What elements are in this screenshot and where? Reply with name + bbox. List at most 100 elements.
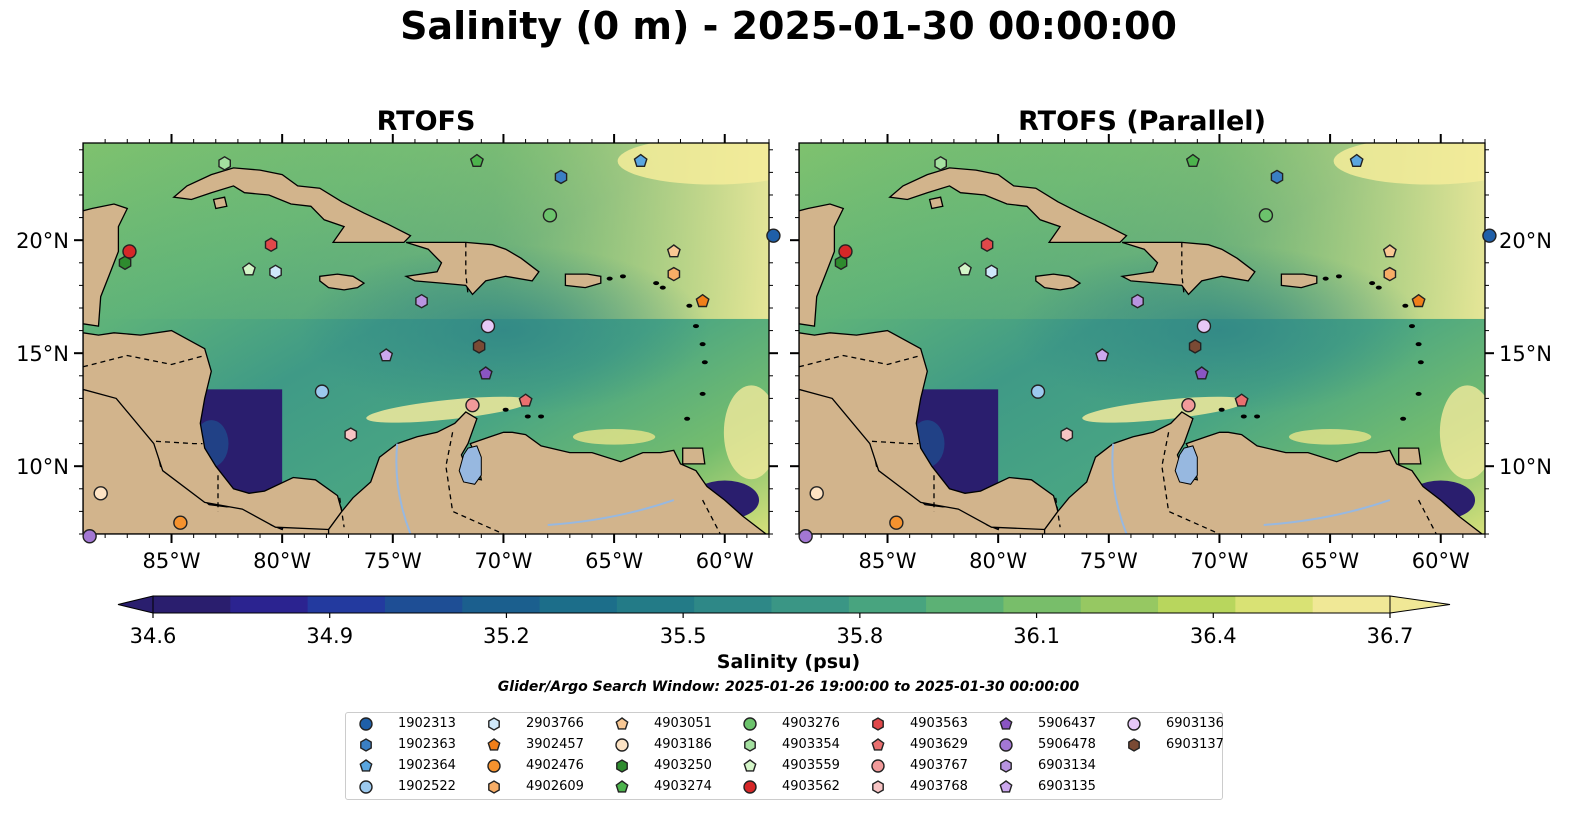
legend-label: 1902363 <box>398 737 456 752</box>
legend-label: 6903137 <box>1166 737 1224 752</box>
float-marker-4903559 <box>957 262 972 276</box>
colorbar-segment <box>1003 596 1082 613</box>
map-panel-rtofs-parallel: 85°W 80°W 75°W 70°W 65°W 60°W 20°N 15°N 10°N <box>790 134 1552 573</box>
legend-label: 6903136 <box>1166 716 1224 731</box>
land-trinidad <box>682 447 706 465</box>
colorbar-tick-label: 34.9 <box>306 624 353 648</box>
lon-tick-label: 75°W <box>364 549 422 573</box>
lat-tick-label: 15°N <box>16 342 69 366</box>
float-marker-3902457 <box>1411 293 1426 308</box>
float-marker-1902313 <box>766 228 781 243</box>
legend-label: 4903562 <box>782 779 840 794</box>
float-marker-4902609 <box>667 266 681 282</box>
float-marker-6903136 <box>1196 318 1212 334</box>
float-marker-4903276 <box>1258 208 1274 223</box>
float-marker-1902363 <box>1270 169 1284 185</box>
lon-tick-label: 65°W <box>1301 549 1359 573</box>
colorbar-segment <box>1158 596 1236 613</box>
float-marker-4903629 <box>518 393 533 407</box>
land-jamaica <box>319 273 366 291</box>
float-marker-4903274 <box>1185 153 1200 168</box>
figure-title: Salinity (0 m) - 2025-01-30 00:00:00 <box>400 4 1177 48</box>
map-frame <box>798 142 1486 535</box>
colorbar-segment <box>848 596 927 613</box>
colorbar-segment <box>771 596 850 613</box>
float-marker-6903134 <box>415 293 428 309</box>
legend-marker-3902457 <box>487 738 501 751</box>
float-marker-1902313 <box>1482 228 1497 243</box>
float-marker-4903767 <box>1181 397 1196 413</box>
float-marker-4903276 <box>542 208 558 223</box>
float-marker-4903768 <box>1060 427 1074 442</box>
float-marker-4903186 <box>809 486 824 501</box>
float-marker-2903766 <box>269 264 282 280</box>
float-marker-6903134 <box>1131 293 1144 309</box>
lon-tick-label: 80°W <box>969 549 1027 573</box>
land-puertoRico <box>564 273 602 289</box>
legend-marker-4903767 <box>871 759 885 773</box>
float-marker-4903354 <box>218 155 232 171</box>
float-marker-4902609 <box>1383 266 1397 282</box>
land-centralAmericaN <box>83 329 343 531</box>
float-marker-4903250 <box>118 255 132 271</box>
axis-ticks <box>790 134 1494 543</box>
legend-label: 4903768 <box>910 779 968 794</box>
legend-label: 4903563 <box>910 716 968 731</box>
lat-tick-label: 20°N <box>16 229 69 253</box>
float-marker-1902522 <box>1030 384 1046 399</box>
legend-marker-4903563 <box>872 717 884 731</box>
float-marker-4903563 <box>264 237 278 253</box>
legend-label: 1902522 <box>398 779 456 794</box>
search-window-text: Glider/Argo Search Window: 2025-01-26 19… <box>497 679 1080 695</box>
lake-maracaibo <box>1174 445 1198 485</box>
lat-tick-label: 20°N <box>1499 229 1552 253</box>
lon-tick-label: 75°W <box>1080 549 1138 573</box>
colorbar-tick-label: 35.5 <box>660 624 707 648</box>
legend-marker-5906478 <box>999 738 1013 752</box>
legend-label: 6903135 <box>1038 779 1096 794</box>
legend-label: 4903559 <box>782 758 840 773</box>
float-markers <box>798 153 1497 544</box>
legend-marker-4903629 <box>871 738 885 751</box>
legend-marker-4902476 <box>487 759 501 773</box>
legend-marker-4903559 <box>743 759 757 772</box>
legend-label: 4903276 <box>782 716 840 731</box>
float-marker-4903051 <box>1382 244 1397 258</box>
lon-tick-label: 60°W <box>1412 549 1470 573</box>
legend-label: 2903766 <box>526 716 584 731</box>
legend-marker-6903136 <box>1127 717 1141 731</box>
float-marker-1902364 <box>633 153 648 168</box>
lat-tick-label: 10°N <box>16 455 69 479</box>
panel-title-rtofs: RTOFS <box>376 106 476 137</box>
float-marker-5906437 <box>1194 366 1209 380</box>
legend-marker-4903051 <box>615 717 629 730</box>
lon-tick-label: 85°W <box>859 549 917 573</box>
float-marker-4903768 <box>344 427 358 442</box>
legend-marker-1902363 <box>360 738 372 752</box>
float-marker-4903562 <box>838 244 853 259</box>
float-marker-4903562 <box>122 244 137 259</box>
panel-title-rtofs-parallel: RTOFS (Parallel) <box>1018 106 1266 137</box>
colorbar-extend-min <box>117 595 154 614</box>
legend-marker-4902609 <box>488 780 500 794</box>
land-cuba <box>172 167 412 244</box>
colorbar-tick-label: 34.6 <box>130 624 177 648</box>
legend-marker-6903137 <box>1128 738 1140 752</box>
legend-label: 4903186 <box>654 737 712 752</box>
land-southAmerica <box>327 411 768 534</box>
float-marker-2903766 <box>985 264 998 280</box>
land-yucatan <box>799 143 845 327</box>
colorbar-segment <box>384 596 463 613</box>
colorbar-tick-label: 36.4 <box>1190 624 1237 648</box>
colorbar-label: Salinity (psu) <box>716 651 861 673</box>
float-marker-5906478 <box>798 529 813 544</box>
float-marker-4903559 <box>241 262 256 276</box>
legend-marker-4903276 <box>743 717 757 731</box>
float-marker-4903767 <box>465 397 480 413</box>
float-marker-4902476 <box>173 515 188 530</box>
lat-tick-label: 15°N <box>1499 342 1552 366</box>
colorbar-segment <box>230 596 309 613</box>
legend-marker-5906437 <box>999 717 1013 730</box>
colorbar-segment <box>616 596 695 613</box>
legend-marker-1902522 <box>359 780 373 794</box>
